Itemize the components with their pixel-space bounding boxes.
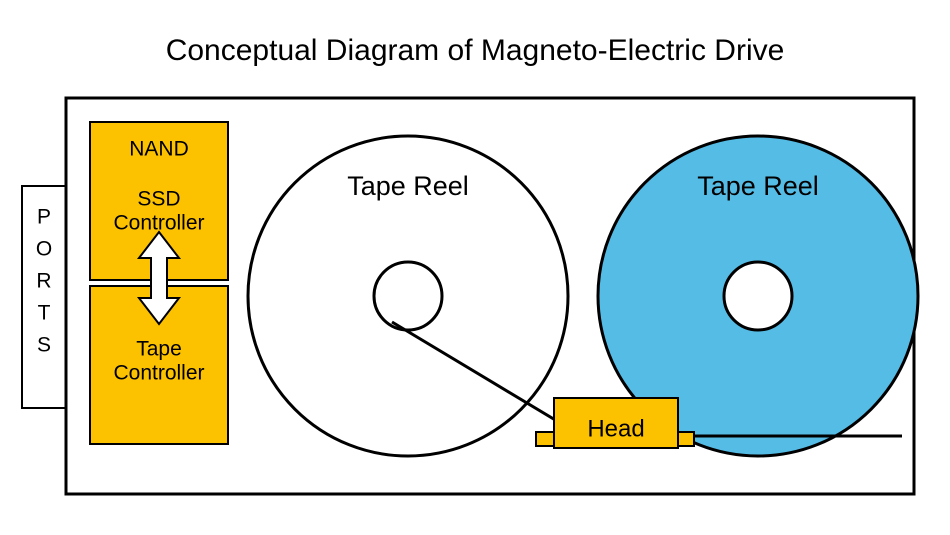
tape-reel-left-label: Tape Reel — [347, 171, 469, 201]
tape-controller-label-2: Controller — [113, 362, 204, 385]
nand-label: NAND — [129, 138, 189, 161]
ports-label-letter: T — [38, 302, 51, 325]
head-label: Head — [587, 415, 644, 442]
ports-label-letter: O — [36, 238, 52, 261]
diagram-title: Conceptual Diagram of Magneto-Electric D… — [166, 34, 785, 67]
tape-controller-label: Tape — [136, 338, 182, 361]
ports-label-letter: R — [36, 270, 51, 293]
tape-reel-right-hub — [724, 262, 792, 330]
ssd-controller-label: SSD — [137, 188, 180, 211]
ports-label-letter: S — [37, 334, 51, 357]
tape-reel-left-hub — [374, 262, 442, 330]
ports-label-letter: P — [37, 206, 51, 229]
tape-reel-right-label: Tape Reel — [697, 171, 819, 201]
